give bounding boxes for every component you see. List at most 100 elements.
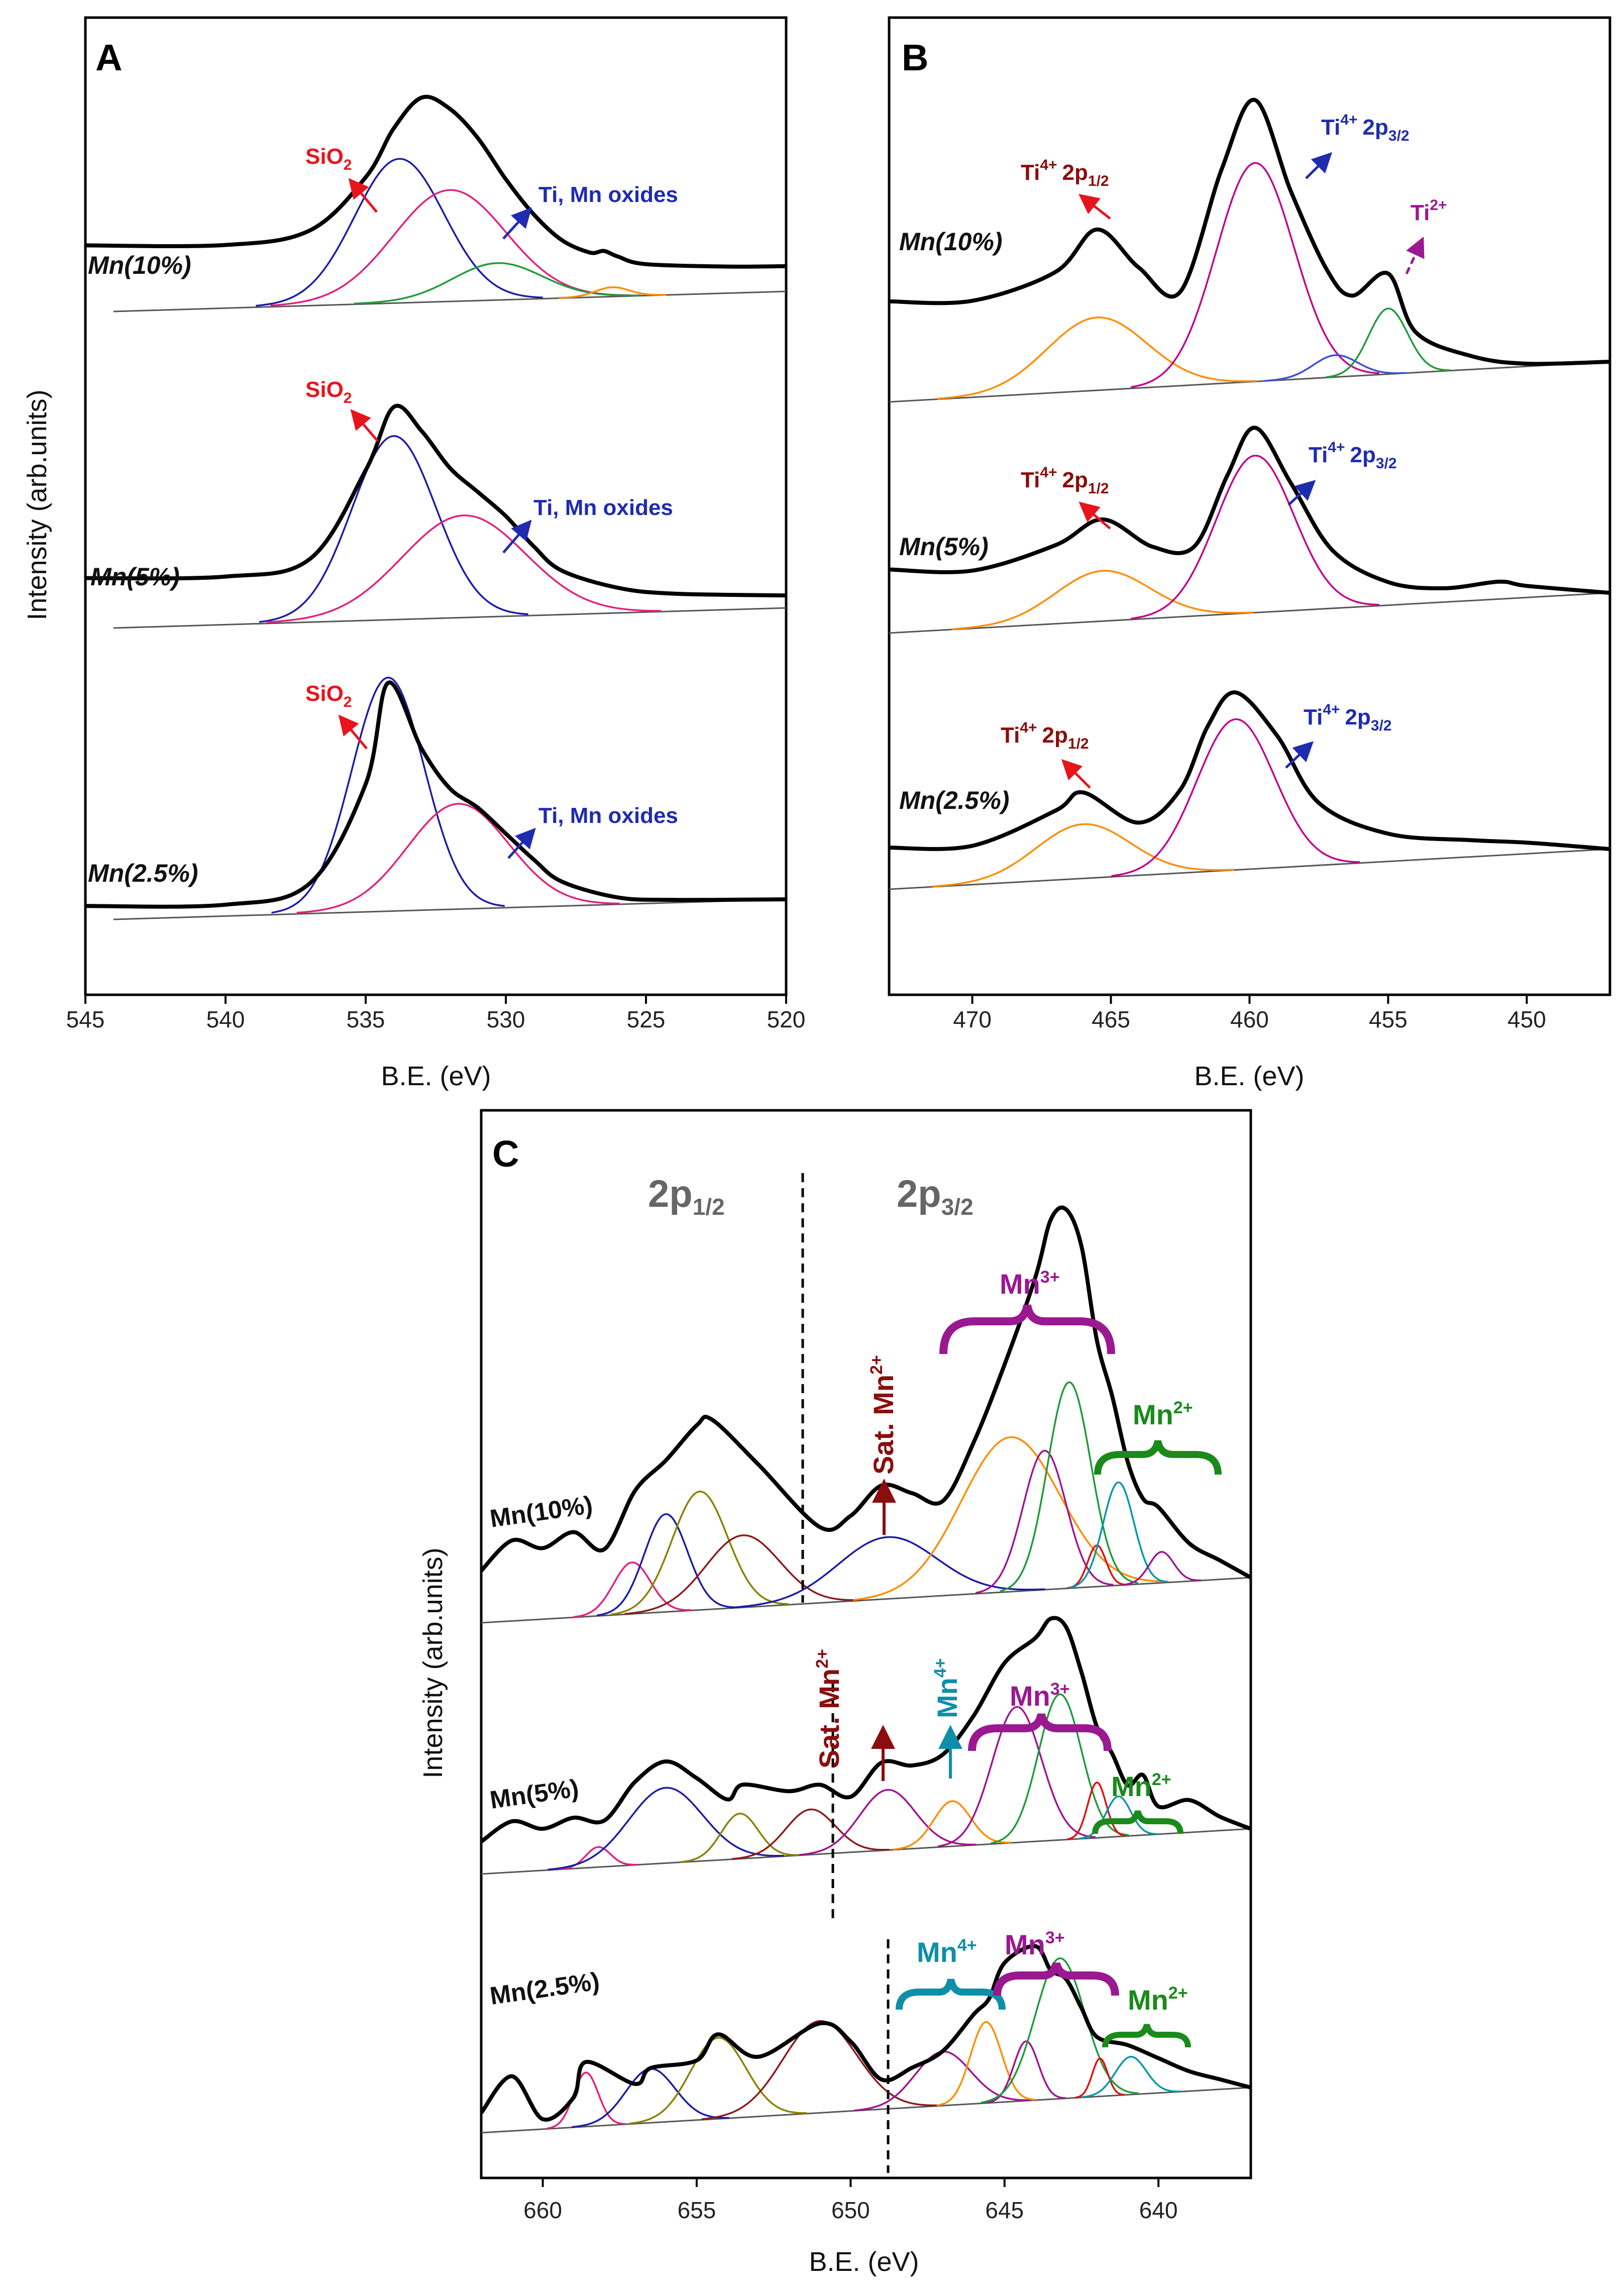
ti-sup: 4+: [1323, 701, 1340, 718]
fit-component: [558, 286, 667, 299]
b-sample-mn5: Mn(5%): [899, 533, 989, 561]
x-tick-label: 465: [1092, 1006, 1130, 1032]
ti-sub: 1/2: [1068, 736, 1089, 752]
background-baseline: [889, 848, 1610, 890]
b-sample-mn25: Mn(2.5%): [899, 786, 1009, 814]
a-sample-mn25: Mn(2.5%): [88, 859, 198, 887]
mn-main: Mn: [1010, 1680, 1050, 1712]
mn-main: Mn: [931, 1678, 963, 1718]
fit-component: [559, 1846, 638, 1870]
ti-2p: 2p: [1345, 705, 1371, 729]
fit-component: [893, 1800, 1012, 1851]
x-tick-label: 460: [1230, 1006, 1269, 1032]
fit-component: [1081, 2056, 1180, 2099]
c-mn3-label-1: Mn3+: [1000, 1268, 1060, 1300]
c-sat-mn2-label-1: Sat. Mn2+: [867, 1355, 899, 1475]
x-tick-label: 530: [487, 1006, 525, 1032]
a-sample-mn10: Mn(10%): [88, 251, 191, 279]
a-sio2-label-1: SiO2: [305, 144, 352, 173]
x-tick-label: 540: [206, 1006, 245, 1032]
c-mn2-label-3: Mn2+: [1128, 1984, 1188, 2016]
c-2p: 2p: [897, 1173, 941, 1215]
c-mn3-brace-1: [939, 1304, 1115, 1354]
b-ti4-2p12-label-1: Ti4+ 2p1/2: [1021, 157, 1109, 189]
panel-c: C 660 655 650 645 640 B.E. (eV) Intensity (a…: [418, 1109, 1252, 2277]
sat-main: Sat. Mn: [813, 1669, 845, 1768]
fit-component: [1131, 455, 1379, 620]
fit-component: [1067, 1782, 1127, 1840]
panel-b-label: B: [902, 37, 928, 78]
fit-component: [1075, 2057, 1125, 2099]
c-2p: 2p: [648, 1173, 693, 1215]
fit-component: [546, 2071, 625, 2130]
a-oxides-label-2: Ti, Mn oxides: [533, 495, 673, 520]
panel-b: B 470 465 460 455 450 B.E. (eV) Mn(10%) Mn(5…: [888, 16, 1611, 1091]
series-envelope: [889, 426, 1610, 595]
fit-component: [573, 1561, 691, 1618]
c-sample-mn10: Mn(10%): [488, 1491, 594, 1533]
fit-component: [597, 1513, 735, 1617]
fit-component: [975, 1449, 1114, 1594]
fit-component: [729, 1536, 1045, 1609]
series-envelope: [85, 403, 787, 598]
a-sample-mn5: Mn(5%): [90, 563, 180, 591]
a-sio2-label-3: SiO2: [305, 681, 352, 710]
panel-c-x-ticks: 660 655 650 645 640: [523, 2178, 1178, 2223]
fit-component: [266, 514, 662, 623]
c-mn2-brace-2: [1092, 1810, 1183, 1834]
panel-b-plot: [889, 97, 1610, 890]
fit-component: [1111, 718, 1360, 877]
sio2-main: SiO: [305, 681, 344, 706]
a-sio2-arrow-3: [338, 714, 368, 750]
mn-sup: 3+: [1045, 1928, 1065, 1947]
b-ti4-2p12-label-3: Ti4+ 2p1/2: [1001, 719, 1089, 752]
a-sio2-arrow-2: [350, 409, 379, 442]
b-ti2-arrow: [1405, 236, 1425, 275]
mn-sup: 2+: [1168, 1984, 1188, 2003]
ti-main: Ti: [1309, 443, 1328, 467]
fit-component: [681, 1813, 799, 1863]
c-mn3-brace-3: [993, 1962, 1119, 1996]
background-baseline: [113, 607, 787, 629]
ti-2p: 2p: [1062, 468, 1088, 492]
ti-main: Ti: [1021, 160, 1040, 185]
c-mn2-label-2: Mn2+: [1111, 1770, 1171, 1802]
series-envelope: [889, 97, 1610, 366]
c-mn3-brace-2: [968, 1713, 1112, 1751]
mn-main: Mn: [1128, 1984, 1168, 2016]
panel-b-x-ticks: 470 465 460 455 450: [953, 995, 1546, 1032]
ti-sub: 3/2: [1376, 455, 1397, 472]
panel-a-label: A: [95, 37, 122, 78]
fit-component: [1000, 1381, 1138, 1592]
ti-sup: 4+: [1040, 157, 1057, 173]
a-oxides-label-3: Ti, Mn oxides: [538, 803, 678, 828]
mn-main: Mn: [1133, 1399, 1173, 1430]
x-tick-label: 525: [627, 1006, 666, 1032]
mn-sup: 4+: [957, 1936, 977, 1955]
fit-component: [936, 2021, 1036, 2107]
b-arrow-2p12-2: [1078, 501, 1111, 530]
ti-2p: 2p: [1062, 160, 1088, 185]
fit-component: [354, 262, 641, 304]
x-tick-label: 535: [347, 1006, 385, 1032]
b-ti4-2p32-label-2: Ti4+ 2p3/2: [1309, 439, 1397, 472]
c-sample-mn25: Mn(2.5%): [488, 1967, 601, 2010]
ti-sup: 4+: [1040, 464, 1057, 481]
fit-component: [611, 1490, 789, 1616]
ti-main: Ti: [1321, 115, 1340, 140]
sat-sup: 2+: [867, 1355, 886, 1375]
x-tick-label: 545: [66, 1006, 105, 1032]
fit-component: [296, 803, 620, 914]
b-arrow-2p12-1: [1078, 193, 1111, 220]
series-envelope: [85, 680, 787, 909]
b-ti4-2p32-label-1: Ti4+ 2p3/2: [1321, 112, 1410, 144]
fit-component: [937, 317, 1257, 400]
fit-component: [701, 2020, 938, 2120]
c-mn2-brace-3: [1102, 2024, 1191, 2048]
background-baseline: [481, 1577, 1251, 1624]
b-arrow-2p32-1: [1305, 152, 1333, 179]
b-ti4-2p32-label-3: Ti4+ 2p3/2: [1304, 701, 1392, 734]
panel-c-frame: [480, 1109, 1252, 2179]
ti-sub: 1/2: [1088, 173, 1109, 189]
fit-component: [1264, 354, 1407, 382]
